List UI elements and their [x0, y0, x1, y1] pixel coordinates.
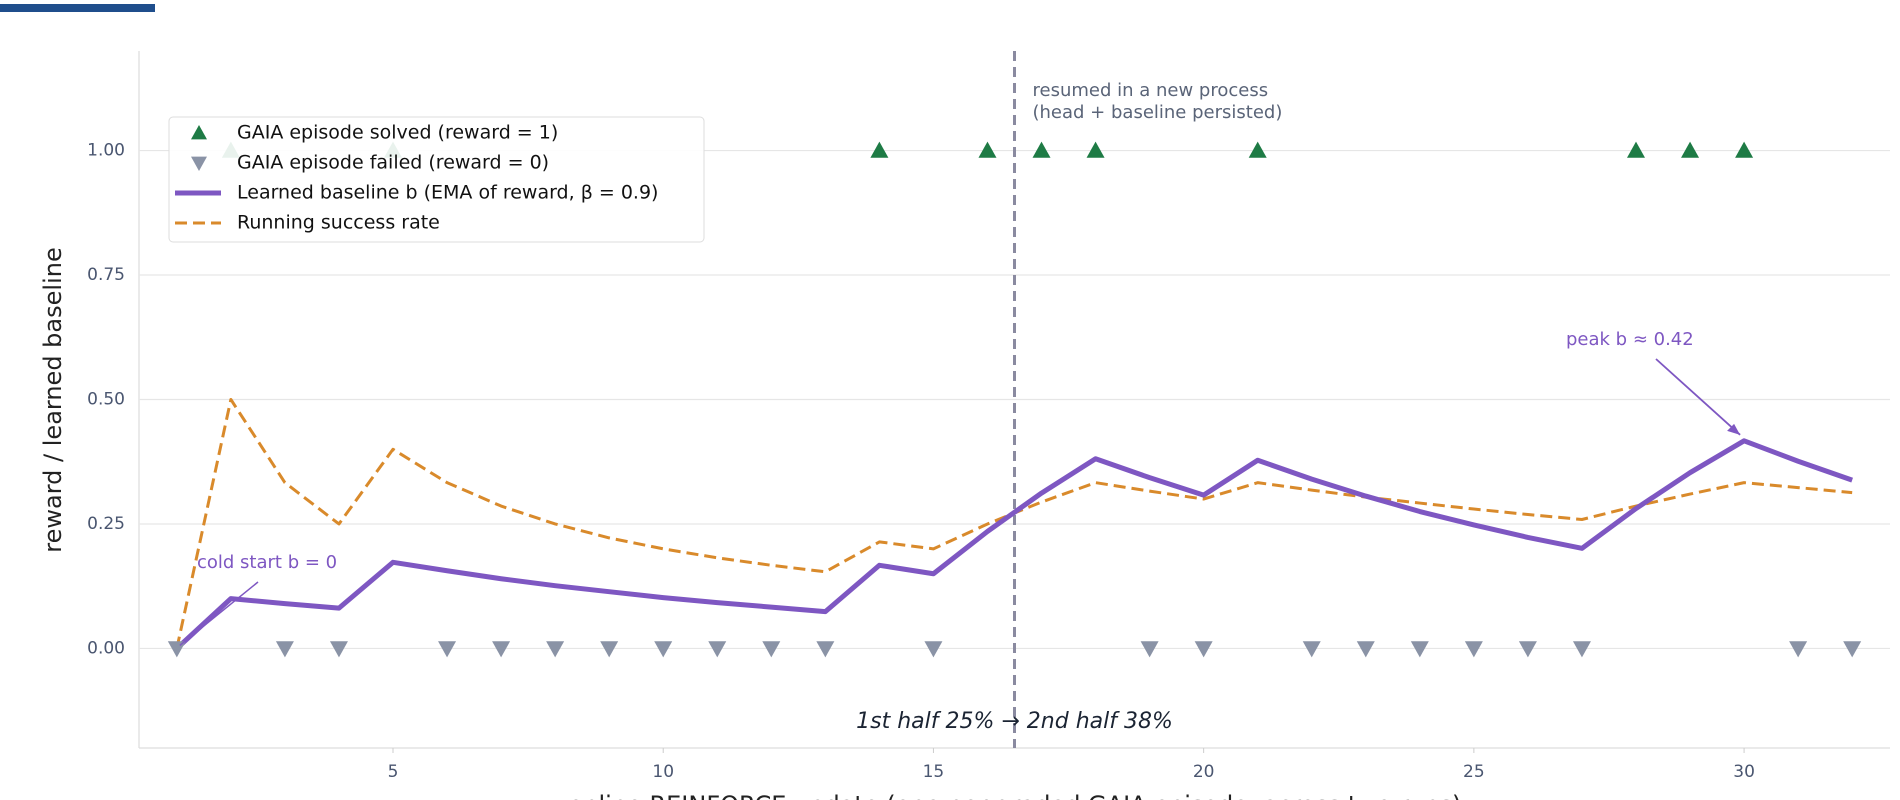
reward-marker [1140, 641, 1159, 658]
annotation: (head + baseline persisted) [1033, 102, 1283, 123]
reward-marker [275, 641, 294, 658]
legend: GAIA episode solved (reward = 1) GAIA epi… [168, 116, 705, 243]
y-tick-label: 0.50 [87, 390, 125, 410]
x-tick-label: 15 [923, 762, 945, 782]
reward-marker [654, 641, 673, 658]
annotation: peak b ≈ 0.42 [1566, 329, 1694, 350]
reward-marker [329, 641, 348, 658]
reward-marker [1302, 641, 1321, 658]
y-axis-label: reward / learned baseline [39, 247, 67, 552]
reward-marker [1681, 141, 1700, 158]
annotation-arrow [1655, 358, 1741, 436]
y-tick-label: 0.00 [87, 638, 125, 658]
x-tick-label: 25 [1463, 762, 1485, 782]
annotation: 1st half 25% → 2nd half 38% [856, 709, 1173, 734]
reward-marker [1086, 141, 1105, 158]
reward-marker [978, 141, 997, 158]
legend-marker [191, 125, 207, 140]
annotation-arrow [179, 581, 259, 647]
reward-marker [600, 641, 619, 658]
legend-label: GAIA episode failed (reward = 0) [237, 152, 549, 174]
reward-marker [816, 641, 835, 658]
x-tick-label: 30 [1733, 762, 1755, 782]
x-tick-label: 5 [388, 762, 399, 782]
reward-marker [167, 641, 186, 658]
x-tick-label: 10 [652, 762, 674, 782]
annotation-arrowhead [1727, 423, 1741, 435]
reward-marker [438, 641, 457, 658]
legend-label: Running success rate [237, 212, 440, 234]
reward-marker [1194, 641, 1213, 658]
legend-label: GAIA episode solved (reward = 1) [237, 122, 558, 144]
reward-marker [1464, 641, 1483, 658]
reward-marker [1789, 641, 1808, 658]
reward-marker [708, 641, 727, 658]
annotation: cold start b = 0 [197, 552, 337, 573]
legend-label: Learned baseline b (EMA of reward, β = 0… [237, 182, 658, 204]
reward-marker [924, 641, 943, 658]
reward-marker [492, 641, 511, 658]
reward-marker [1248, 141, 1267, 158]
baseline-line [175, 438, 1853, 651]
reward-marker [1572, 641, 1591, 658]
y-tick-label: 1.00 [87, 141, 125, 161]
reward-marker [1032, 141, 1051, 158]
y-tick-label: 0.25 [87, 514, 125, 534]
reward-marker [1518, 641, 1537, 658]
reward-marker [762, 641, 781, 658]
reward-marker [546, 641, 565, 658]
reward-marker [1626, 141, 1645, 158]
reward-marker [1735, 141, 1754, 158]
legend-marker [191, 156, 207, 171]
reward-marker [1843, 641, 1862, 658]
reward-marker [870, 141, 889, 158]
reward-marker [1410, 641, 1429, 658]
y-tick-label: 0.75 [87, 265, 125, 285]
reward-marker [1356, 641, 1375, 658]
x-tick-label: 20 [1193, 762, 1215, 782]
header-bar [0, 4, 155, 12]
annotation: resumed in a new process [1033, 80, 1269, 101]
legend-box [168, 116, 705, 243]
x-axis-label: online REINFORCE update (one per graded … [569, 791, 1462, 800]
